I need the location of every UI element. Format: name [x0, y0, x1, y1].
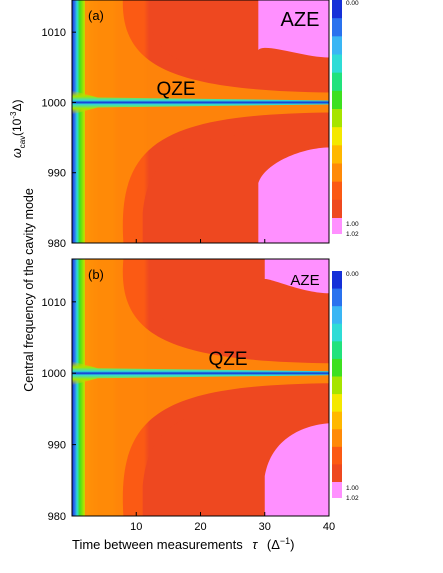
y-axis-label: Central frequency of the cavity mode [22, 188, 36, 392]
colorbar-segment [332, 376, 342, 395]
qze-label: QZE [156, 79, 195, 100]
resonance-line [72, 361, 329, 386]
colorbar-segment [332, 482, 342, 498]
colorbar-segment [332, 341, 342, 360]
colorbar-segment [332, 181, 342, 201]
y-tick-label: 1000 [42, 368, 66, 380]
aze-region-lower [258, 147, 329, 243]
panel-a: 980 990 1000 1010 (a) AZE QZE 0.00 1.00 1.02 ωcav(… [9, 0, 359, 250]
colorbar-segment [332, 145, 342, 165]
colorbar-label: 1.00 [346, 221, 359, 228]
y-tick-label: 990 [48, 440, 66, 452]
y-tick-label: 1000 [42, 97, 66, 109]
colorbar-segment [332, 90, 342, 110]
heatmap-area [72, 0, 329, 243]
colorbar-segment [332, 323, 342, 342]
panel-label: (a) [88, 8, 104, 23]
colorbar-label-top: 0.00 [346, 0, 359, 7]
x-axis-label-text: Time between measurements [72, 537, 243, 552]
colorbar-label: 1.00 [346, 485, 359, 492]
colorbar-segment [332, 72, 342, 92]
x-tick-label: 30 [259, 521, 271, 533]
x-tick-label: 40 [323, 521, 335, 533]
colorbar-segment [332, 411, 342, 430]
colorbar-label: 1.02 [346, 495, 359, 502]
colorbar: 0.00 1.00 1.02 [332, 0, 359, 238]
aze-label: AZE [281, 9, 320, 31]
y-tick-label: 1010 [42, 297, 66, 309]
aze-label: AZE [290, 272, 319, 289]
colorbar-segment [332, 218, 342, 234]
omega-axis-unit: (10-3Δ) [9, 100, 24, 136]
colorbar-segment [332, 18, 342, 37]
y-tick-label: 980 [48, 238, 66, 250]
y-tick-label: 990 [48, 168, 66, 180]
x-axis-unit-exp: −1 [280, 536, 290, 546]
resonance-line [72, 90, 329, 115]
colorbar-segment [332, 127, 342, 146]
aze-region-upper [258, 0, 329, 58]
colorbar-segment [332, 199, 342, 219]
panel-label: (b) [88, 267, 104, 282]
colorbar-segment [332, 0, 342, 19]
x-tick-label: 10 [130, 521, 142, 533]
y-tick-label: 980 [48, 511, 66, 523]
colorbar-label: 1.02 [346, 231, 359, 238]
omega-axis-label: ωcav [10, 136, 27, 158]
y-tick-label: 1010 [42, 27, 66, 39]
colorbar-segment [332, 464, 342, 483]
colorbar-segment [332, 446, 342, 466]
colorbar-segment [332, 288, 342, 307]
colorbar-segment [332, 429, 342, 448]
x-axis-label: Time between measurements τ (Δ−1) [72, 536, 295, 552]
colorbar-segment [332, 163, 342, 183]
aze-region-lower [264, 423, 329, 516]
colorbar-segment [332, 358, 342, 378]
heatmap-area [72, 259, 329, 516]
x-axis-unit-close: ) [290, 537, 294, 552]
orange-band [84, 0, 329, 243]
qze-label: QZE [208, 349, 247, 370]
orange-band [84, 259, 329, 516]
aze-region-upper [264, 259, 329, 294]
colorbar-segment [332, 306, 342, 325]
colorbar-label-top: 0.00 [346, 271, 359, 278]
colorbar-segment [332, 54, 342, 74]
colorbar-segment [332, 394, 342, 413]
x-axis-unit: (Δ [267, 537, 280, 552]
colorbar: 0.00 1.00 1.02 [332, 271, 359, 502]
colorbar-segment [332, 109, 342, 128]
x-axis-symbol: τ [252, 537, 258, 552]
colorbar-segment [332, 36, 342, 56]
colorbar-segment [332, 271, 342, 290]
x-tick-label: 20 [194, 521, 206, 533]
